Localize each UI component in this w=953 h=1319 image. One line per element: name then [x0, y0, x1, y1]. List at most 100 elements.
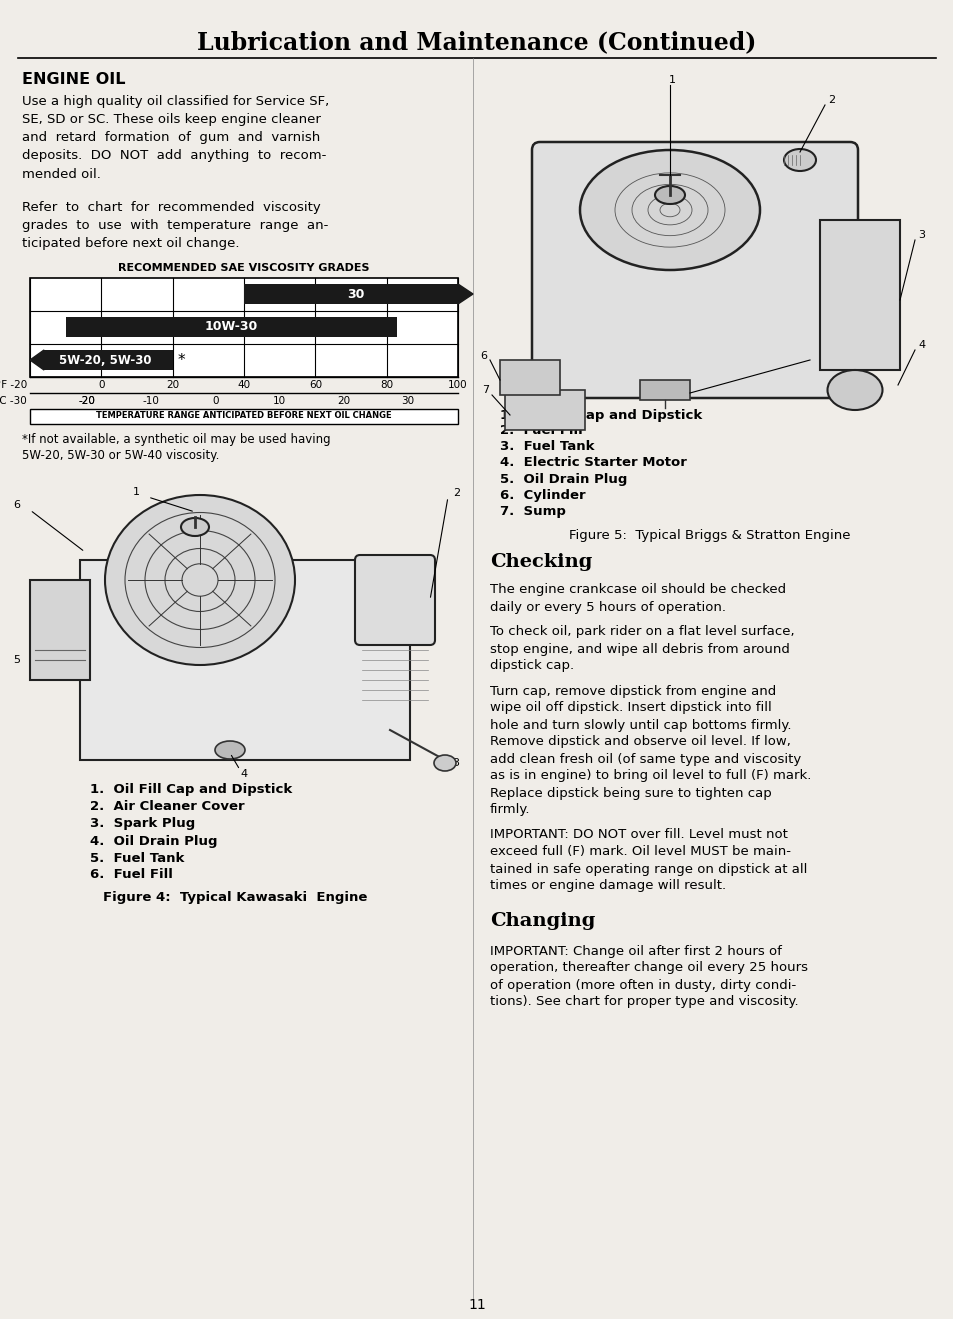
- Text: add clean fresh oil (of same type and viscosity: add clean fresh oil (of same type and vi…: [490, 753, 801, 765]
- Ellipse shape: [214, 741, 245, 758]
- Text: 10W-30: 10W-30: [204, 321, 257, 334]
- Text: times or engine damage will result.: times or engine damage will result.: [490, 880, 725, 893]
- Text: -10: -10: [143, 396, 159, 406]
- FancyArrow shape: [457, 284, 473, 303]
- Text: operation, thereafter change oil every 25 hours: operation, thereafter change oil every 2…: [490, 962, 807, 975]
- Text: Checking: Checking: [490, 553, 592, 571]
- Ellipse shape: [181, 518, 209, 536]
- Text: 6: 6: [13, 500, 20, 510]
- Text: 60: 60: [309, 380, 321, 390]
- Text: 100: 100: [448, 380, 467, 390]
- Text: To check oil, park rider on a flat level surface,: To check oil, park rider on a flat level…: [490, 625, 794, 638]
- Text: 5.  Fuel Tank: 5. Fuel Tank: [90, 852, 184, 864]
- Bar: [820, 220, 899, 371]
- Text: 5.  Oil Drain Plug: 5. Oil Drain Plug: [499, 472, 627, 485]
- Text: of operation (more often in dusty, dirty condi-: of operation (more often in dusty, dirty…: [490, 979, 796, 992]
- Text: 6.  Fuel Fill: 6. Fuel Fill: [90, 868, 172, 881]
- Text: ticipated before next oil change.: ticipated before next oil change.: [22, 237, 239, 251]
- Text: 6.  Cylinder: 6. Cylinder: [499, 488, 585, 501]
- Text: IMPORTANT: DO NOT over fill. Level must not: IMPORTANT: DO NOT over fill. Level must …: [490, 828, 787, 842]
- Text: *If not available, a synthetic oil may be used having: *If not available, a synthetic oil may b…: [22, 434, 331, 447]
- Text: 4.  Electric Starter Motor: 4. Electric Starter Motor: [499, 456, 686, 470]
- Bar: [639, 380, 689, 400]
- Text: Replace dipstick being sure to tighten cap: Replace dipstick being sure to tighten c…: [490, 786, 771, 799]
- FancyBboxPatch shape: [355, 555, 435, 645]
- Bar: [30, 580, 90, 681]
- Text: grades  to  use  with  temperature  range  an-: grades to use with temperature range an-: [22, 219, 328, 232]
- Bar: [244, 284, 457, 303]
- Text: 5: 5: [13, 656, 20, 665]
- Text: 3: 3: [452, 758, 458, 768]
- FancyBboxPatch shape: [532, 142, 857, 398]
- Text: 40: 40: [237, 380, 251, 390]
- Text: -20: -20: [78, 396, 95, 406]
- Text: 11: 11: [468, 1298, 485, 1312]
- Text: -20: -20: [78, 396, 95, 406]
- Text: ENGINE OIL: ENGINE OIL: [22, 73, 126, 87]
- Text: Lubrication and Maintenance (Continued): Lubrication and Maintenance (Continued): [197, 30, 756, 54]
- Text: 4: 4: [240, 769, 247, 780]
- Text: 20: 20: [166, 380, 179, 390]
- Text: *: *: [177, 352, 185, 368]
- Text: Refer  to  chart  for  recommended  viscosity: Refer to chart for recommended viscosity: [22, 202, 320, 215]
- Text: Use a high quality oil classified for Service SF,: Use a high quality oil classified for Se…: [22, 95, 329, 108]
- Text: 0: 0: [98, 380, 105, 390]
- Ellipse shape: [826, 371, 882, 410]
- Text: tained in safe operating range on dipstick at all: tained in safe operating range on dipsti…: [490, 863, 806, 876]
- Bar: [504, 390, 584, 430]
- Text: 6: 6: [479, 351, 486, 361]
- Text: 3.  Fuel Tank: 3. Fuel Tank: [499, 441, 594, 454]
- Ellipse shape: [655, 186, 684, 204]
- Text: hole and turn slowly until cap bottoms firmly.: hole and turn slowly until cap bottoms f…: [490, 719, 791, 732]
- Text: 5W-20, 5W-30: 5W-20, 5W-30: [59, 353, 152, 367]
- Ellipse shape: [105, 495, 294, 665]
- Text: stop engine, and wipe all debris from around: stop engine, and wipe all debris from ar…: [490, 642, 789, 656]
- Text: Figure 5:  Typical Briggs & Stratton Engine: Figure 5: Typical Briggs & Stratton Engi…: [569, 529, 850, 542]
- Text: firmly.: firmly.: [490, 803, 530, 816]
- Text: and  retard  formation  of  gum  and  varnish: and retard formation of gum and varnish: [22, 132, 320, 145]
- Bar: [44, 350, 172, 371]
- Text: 4: 4: [917, 340, 924, 350]
- Bar: [66, 317, 396, 336]
- Text: Remove dipstick and observe oil level. If low,: Remove dipstick and observe oil level. I…: [490, 736, 790, 748]
- Text: as is in engine) to bring oil level to full (F) mark.: as is in engine) to bring oil level to f…: [490, 769, 810, 782]
- Text: 80: 80: [379, 380, 393, 390]
- Text: deposits.  DO  NOT  add  anything  to  recom-: deposits. DO NOT add anything to recom-: [22, 149, 326, 162]
- Text: Figure 4:  Typical Kawasaki  Engine: Figure 4: Typical Kawasaki Engine: [103, 892, 367, 905]
- Text: 1.  Oil Fill Cap and Dipstick: 1. Oil Fill Cap and Dipstick: [90, 783, 292, 797]
- Text: 4.  Oil Drain Plug: 4. Oil Drain Plug: [90, 835, 217, 848]
- Text: 5: 5: [812, 351, 820, 361]
- Text: 1: 1: [132, 487, 140, 497]
- Bar: [499, 360, 559, 394]
- Text: RECOMMENDED SAE VISCOSITY GRADES: RECOMMENDED SAE VISCOSITY GRADES: [118, 262, 370, 273]
- Ellipse shape: [579, 150, 760, 270]
- Text: tions). See chart for proper type and viscosity.: tions). See chart for proper type and vi…: [490, 996, 798, 1009]
- Text: °F -20: °F -20: [0, 380, 27, 390]
- Text: 1.  Oil Fill Cap and Dipstick: 1. Oil Fill Cap and Dipstick: [499, 409, 701, 422]
- Text: 5W-20, 5W-30 or 5W-40 viscosity.: 5W-20, 5W-30 or 5W-40 viscosity.: [22, 450, 219, 463]
- Text: 2: 2: [453, 488, 459, 499]
- Text: 1: 1: [668, 75, 675, 84]
- Text: 7: 7: [481, 385, 489, 394]
- Text: 30: 30: [347, 288, 364, 301]
- Text: °C -30: °C -30: [0, 396, 27, 406]
- Bar: [30, 278, 457, 377]
- Bar: [30, 409, 457, 423]
- Text: SE, SD or SC. These oils keep engine cleaner: SE, SD or SC. These oils keep engine cle…: [22, 113, 320, 127]
- Text: The engine crankcase oil should be checked: The engine crankcase oil should be check…: [490, 583, 785, 596]
- FancyArrow shape: [30, 350, 44, 371]
- Text: 3: 3: [917, 230, 924, 240]
- Text: 2: 2: [827, 95, 834, 106]
- Text: Turn cap, remove dipstick from engine and: Turn cap, remove dipstick from engine an…: [490, 685, 776, 698]
- Text: IMPORTANT: Change oil after first 2 hours of: IMPORTANT: Change oil after first 2 hour…: [490, 944, 781, 958]
- Text: 10: 10: [273, 396, 286, 406]
- Text: TEMPERATURE RANGE ANTICIPATED BEFORE NEXT OIL CHANGE: TEMPERATURE RANGE ANTICIPATED BEFORE NEX…: [96, 412, 392, 421]
- Ellipse shape: [783, 149, 815, 171]
- Text: exceed full (F) mark. Oil level MUST be main-: exceed full (F) mark. Oil level MUST be …: [490, 845, 790, 859]
- Text: 0: 0: [212, 396, 218, 406]
- Bar: [80, 561, 410, 760]
- Text: Changing: Changing: [490, 911, 595, 930]
- Text: mended oil.: mended oil.: [22, 168, 101, 181]
- Ellipse shape: [434, 754, 456, 772]
- Text: 2.  Fuel Fill: 2. Fuel Fill: [499, 425, 582, 438]
